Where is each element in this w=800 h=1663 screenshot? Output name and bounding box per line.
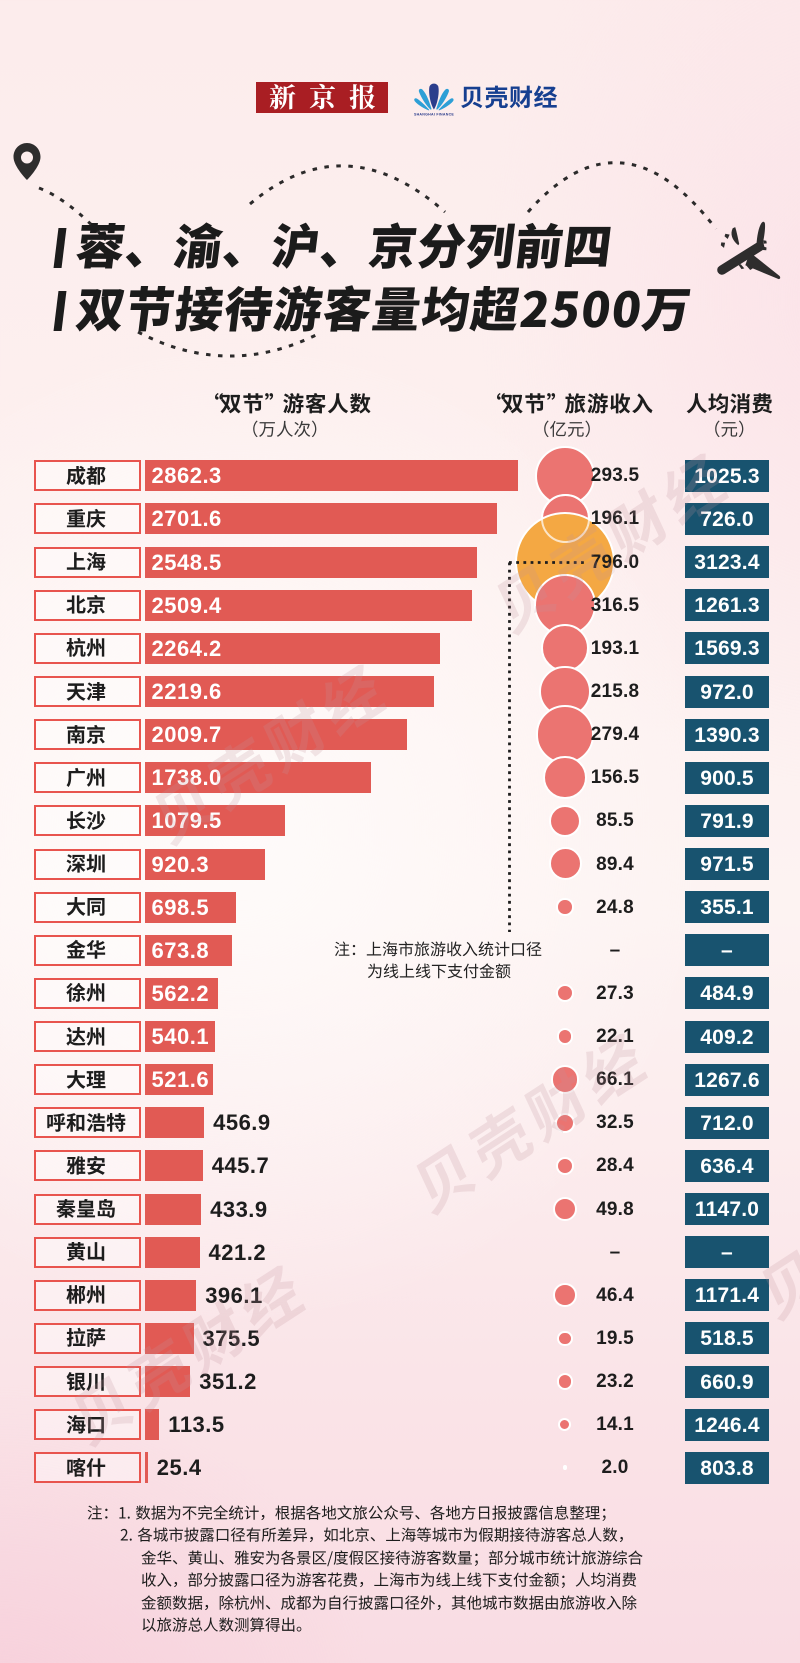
svg-text:SHANGHAI FINANCE: SHANGHAI FINANCE	[414, 113, 454, 117]
